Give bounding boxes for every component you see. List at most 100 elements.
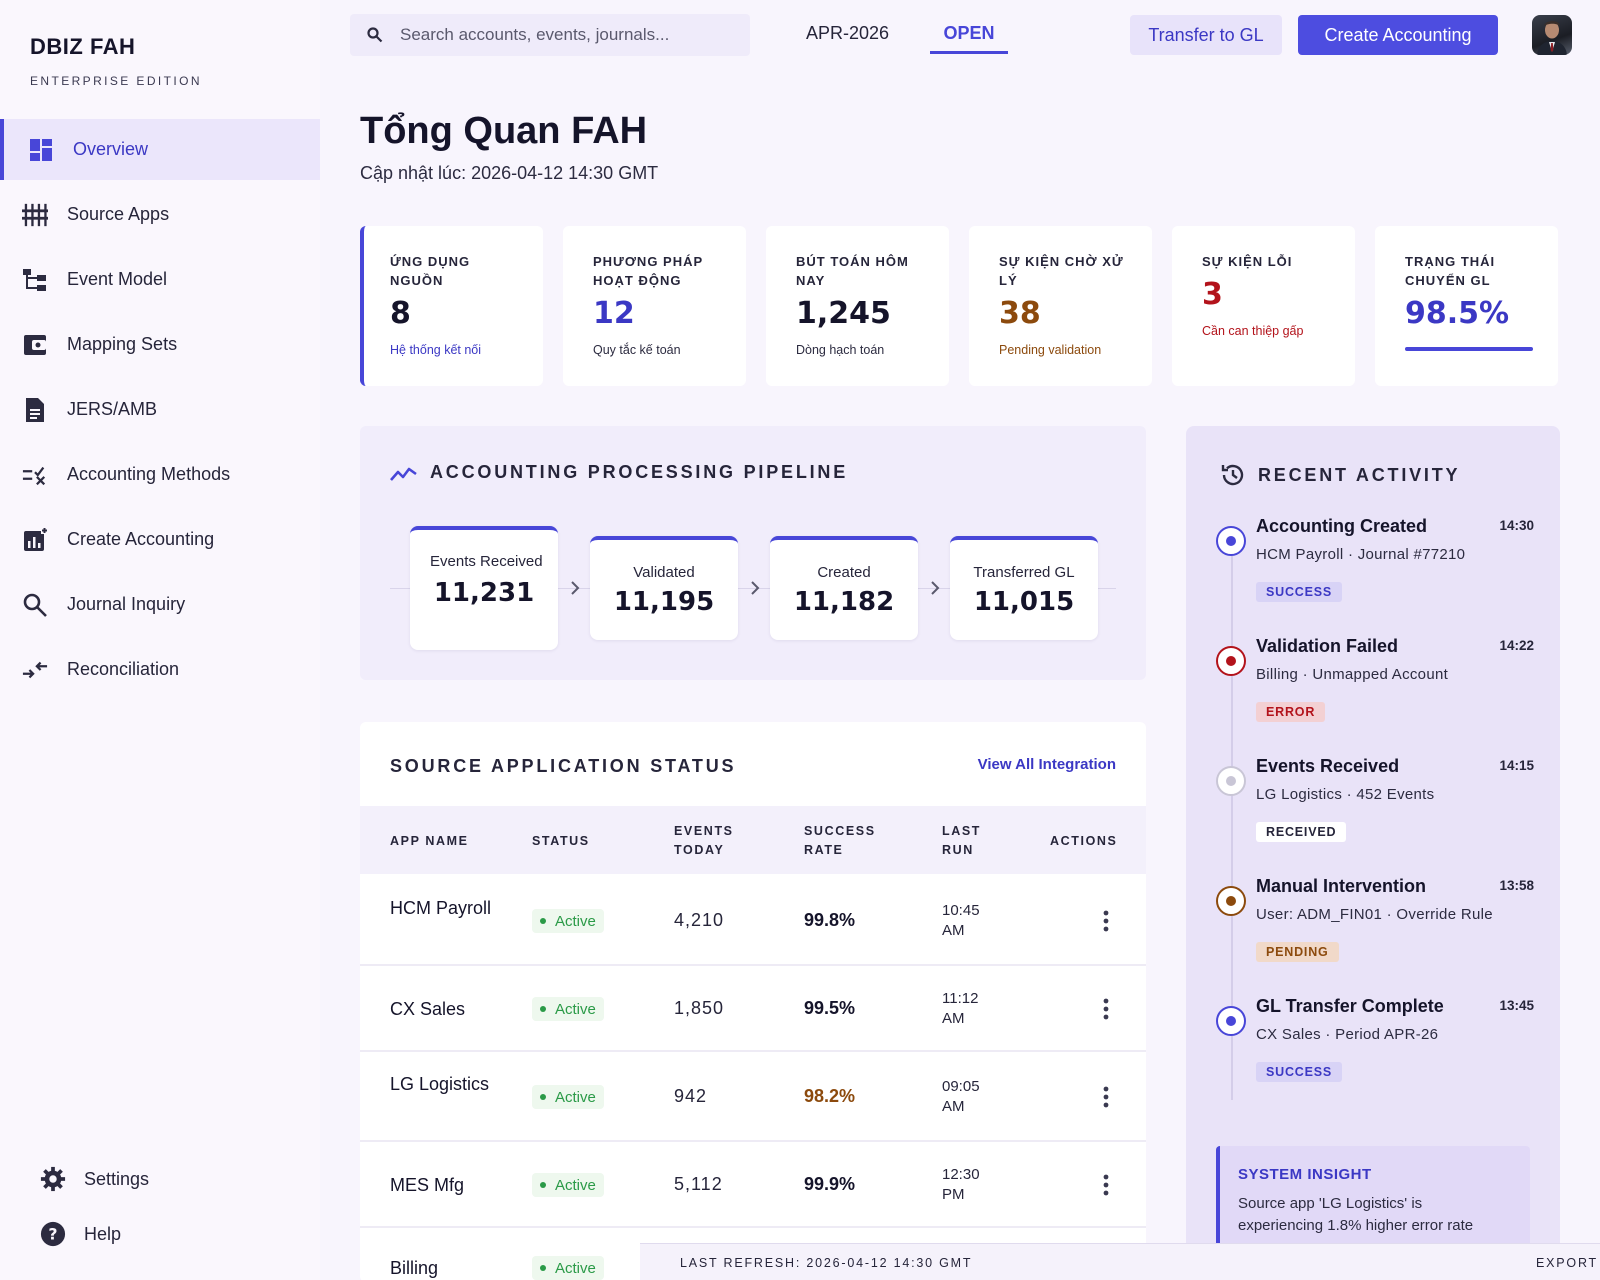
stage-value: 11,231 [433, 578, 535, 608]
sidebar-item-label: Accounting Methods [67, 464, 231, 484]
activity-title: Validation Failed [1256, 636, 1399, 656]
events-today: 4,210 [674, 910, 725, 930]
pipeline-stage-created[interactable]: Created 11,182 [770, 536, 918, 640]
pipeline-title: ACCOUNTING PROCESSING PIPELINE [390, 462, 848, 483]
column-header-events-today[interactable]: EVENTS TODAY [674, 824, 734, 857]
sidebar-bottom: Settings ? Help [40, 1162, 149, 1272]
recent-activity-title: RECENT ACTIVITY [1220, 462, 1460, 488]
last-refresh-text: LAST REFRESH: 2026-04-12 14:30 GMT [680, 1256, 973, 1270]
column-header-success-rate[interactable]: SUCCESS RATE [804, 824, 876, 857]
table-row[interactable]: Billing Active [360, 1228, 1146, 1280]
events-today: 5,112 [674, 1174, 723, 1194]
more-vertical-icon[interactable] [1096, 997, 1116, 1021]
page-title: Tổng Quan FAH [360, 110, 648, 152]
avatar[interactable] [1532, 15, 1572, 55]
sidebar-item-label: Journal Inquiry [67, 594, 186, 614]
table-row[interactable]: MES Mfg Active 5,112 99.9% 12:30 PM [360, 1142, 1146, 1228]
brand-name: DBIZ FAH [30, 34, 136, 59]
system-insight-text: Source app 'LG Logistics' is experiencin… [1238, 1195, 1474, 1234]
kpi-note: Pending validation [999, 343, 1102, 357]
status-dot-icon [540, 918, 546, 924]
period-selector[interactable]: APR-2026 [806, 23, 890, 43]
sidebar-item-event-model[interactable]: Event Model [0, 249, 320, 310]
sidebar-item-label: Mapping Sets [67, 334, 178, 354]
sidebar-item-journal-inquiry[interactable]: Journal Inquiry [0, 574, 320, 635]
sidebar-item-label: Help [84, 1223, 122, 1244]
status-dot-icon [540, 1182, 546, 1188]
stage-value: 11,182 [793, 587, 895, 617]
column-header-app-name[interactable]: APP NAME [390, 834, 469, 848]
sidebar-item-label: Settings [84, 1168, 150, 1189]
sidebar-item-create-accounting[interactable]: Create Accounting [0, 509, 320, 570]
view-all-integration-link[interactable]: View All Integration [977, 756, 1116, 773]
more-vertical-icon[interactable] [1096, 909, 1116, 933]
table-row[interactable]: HCM Payroll Active 4,210 99.8% 10:45 AM [360, 876, 1146, 966]
period-status-tab[interactable]: OPEN [930, 23, 1008, 54]
export-button[interactable]: EXPORT [1536, 1256, 1598, 1270]
stage-value: 11,195 [613, 587, 715, 617]
stage-label: Created [817, 564, 871, 581]
search-icon [367, 27, 383, 43]
trend-line-icon [390, 463, 418, 483]
app-name: Billing [390, 1258, 439, 1278]
sidebar-item-overview[interactable]: Overview [0, 119, 320, 180]
sidebar-item-source-apps[interactable]: Source Apps [0, 184, 320, 245]
search-input[interactable] [400, 25, 740, 45]
sidebar-item-label: Source Apps [67, 204, 170, 224]
column-header-status[interactable]: STATUS [532, 834, 590, 848]
timeline-dot-icon [1216, 766, 1246, 796]
activity-status-badge: SUCCESS [1256, 582, 1343, 602]
pipeline-stage-transferred-gl[interactable]: Transferred GL 11,015 [950, 536, 1098, 640]
kpi-note: Cần can thiệp gấp [1202, 324, 1304, 338]
column-header-last-run[interactable]: LAST RUN [942, 824, 982, 857]
recent-activity-panel: RECENT ACTIVITY Accounting Created 14:30 H… [1186, 426, 1560, 1280]
sidebar-item-reconciliation[interactable]: Reconciliation [0, 639, 320, 700]
stage-label: Validated [633, 564, 695, 581]
document-icon [22, 397, 48, 423]
status-badge: Active [532, 1173, 604, 1197]
success-rate: 98.2% [804, 1086, 856, 1106]
pipeline-stage-validated[interactable]: Validated 11,195 [590, 536, 738, 640]
hierarchy-icon [22, 267, 48, 293]
timeline-line [1231, 540, 1233, 1100]
status-dot-icon [540, 1265, 546, 1271]
activity-status-badge: PENDING [1256, 942, 1339, 962]
sidebar-item-settings[interactable]: Settings [40, 1162, 149, 1196]
status-footer: LAST REFRESH: 2026-04-12 14:30 GMT EXPOR… [640, 1243, 1600, 1280]
sliders-icon [22, 202, 48, 228]
pipeline-stage-events-received[interactable]: Events Received 11,231 [410, 526, 558, 650]
stage-label: Transferred GL [973, 564, 1075, 581]
sidebar-item-jers-amb[interactable]: JERS/AMB [0, 379, 320, 440]
timeline-dot-icon [1216, 646, 1246, 676]
activity-time: 13:45 [1499, 998, 1534, 1013]
app-name: LG Logistics [390, 1074, 490, 1094]
last-updated: Cập nhật lúc: 2026-04-12 14:30 GMT [360, 163, 659, 183]
kpi-card-pending-events: Sự kiện chờ xử lý 38 Pending validation [969, 226, 1152, 386]
brand-edition: ENTERPRISE EDITION [30, 74, 202, 88]
sidebar-item-accounting-methods[interactable]: Accounting Methods [0, 444, 320, 505]
app-name: MES Mfg [390, 1175, 465, 1195]
last-run: 09:05 AM [942, 1078, 980, 1115]
brand: DBIZ FAH ENTERPRISE EDITION [30, 34, 202, 88]
app-name: HCM Payroll [390, 898, 492, 918]
sidebar-item-label: Create Accounting [67, 529, 215, 549]
table-row[interactable]: CX Sales Active 1,850 99.5% 11:12 AM [360, 966, 1146, 1052]
more-vertical-icon[interactable] [1096, 1085, 1116, 1109]
transfer-to-gl-button[interactable]: Transfer to GL [1130, 15, 1282, 55]
history-icon [1220, 462, 1246, 488]
chevron-right-icon [751, 581, 760, 595]
activity-detail: CX Sales · Period APR-26 [1256, 1026, 1439, 1043]
sidebar-item-mapping-sets[interactable]: Mapping Sets [0, 314, 320, 375]
create-accounting-button[interactable]: Create Accounting [1298, 15, 1498, 55]
kpi-value: 1,245 [796, 296, 891, 331]
more-vertical-icon[interactable] [1096, 1173, 1116, 1197]
activity-time: 14:22 [1499, 638, 1534, 653]
kpi-card-methods: Phương pháp hoạt động 12 Quy tắc kế toán [563, 226, 746, 386]
system-insight-title: SYSTEM INSIGHT [1238, 1166, 1372, 1183]
table-row[interactable]: LG Logistics Active 942 98.2% 09:05 AM [360, 1052, 1146, 1142]
sidebar-item-help[interactable]: ? Help [40, 1217, 149, 1251]
success-rate: 99.5% [804, 998, 856, 1018]
timeline-dot-icon [1216, 526, 1246, 556]
activity-status-badge: RECEIVED [1256, 822, 1347, 842]
kpi-value: 12 [593, 296, 635, 331]
